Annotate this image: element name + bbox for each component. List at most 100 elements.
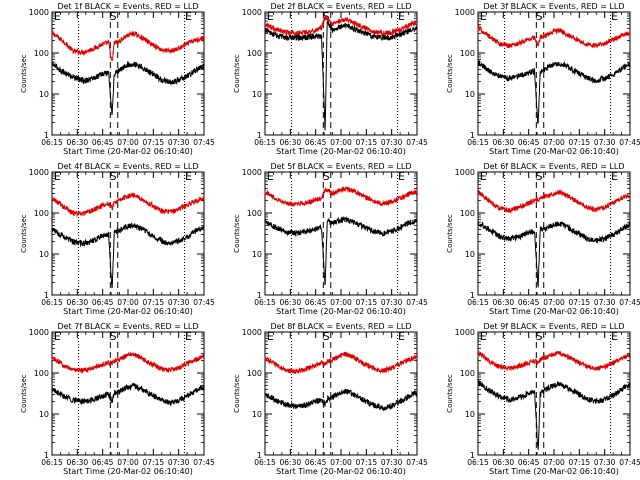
y-tick-label: 100 bbox=[247, 49, 262, 58]
x-tick-label: 07:30 bbox=[168, 298, 190, 307]
y-axis-label: Counts/sec bbox=[20, 54, 28, 93]
x-tick-label: 06:30 bbox=[67, 298, 89, 307]
y-tick-label: 10 bbox=[465, 250, 475, 259]
event-marker-label: E bbox=[267, 330, 274, 343]
x-axis-label: Start Time (20-Mar-02 06:10:40) bbox=[276, 307, 406, 316]
x-tick-label: 07:30 bbox=[381, 298, 403, 307]
event-marker-label: E bbox=[398, 170, 405, 183]
chart-panel-8: Det 8f BLACK = Events, RED = LLD 1 10 100 10… bbox=[233, 322, 428, 476]
y-tick-label: 10 bbox=[252, 250, 262, 259]
x-tick-label: 06:30 bbox=[493, 138, 515, 147]
y-tick-label: 10 bbox=[39, 250, 49, 259]
y-axis-label: Counts/sec bbox=[446, 54, 454, 93]
series-line-black bbox=[51, 222, 205, 289]
series-line-red bbox=[477, 24, 631, 49]
x-tick-label: 06:30 bbox=[67, 138, 89, 147]
x-axis-label: Start Time (20-Mar-02 06:10:40) bbox=[489, 307, 619, 316]
x-axis-label: Start Time (20-Mar-02 06:10:40) bbox=[489, 467, 619, 476]
x-tick-label: 06:45 bbox=[92, 138, 114, 147]
chart-title: Det 2f BLACK = Events, RED = LLD bbox=[270, 2, 411, 11]
series-line-red bbox=[477, 350, 631, 372]
series-line-red bbox=[51, 30, 205, 62]
x-tick-label: 06:15 bbox=[254, 138, 276, 147]
plot-frame bbox=[477, 171, 631, 296]
x-tick-label: 07:00 bbox=[117, 138, 139, 147]
x-tick-label: 06:30 bbox=[493, 298, 515, 307]
y-axis-label: Counts/sec bbox=[233, 214, 241, 253]
y-tick-label: 1000 bbox=[455, 8, 475, 17]
y-tick-label: 10 bbox=[39, 90, 49, 99]
x-tick-label: 07:00 bbox=[330, 138, 352, 147]
y-tick-label: 1000 bbox=[242, 168, 262, 177]
x-tick-label: 07:15 bbox=[143, 298, 165, 307]
y-tick-label: 1 bbox=[44, 131, 49, 140]
series-line-red bbox=[264, 15, 418, 38]
x-tick-label: 06:45 bbox=[305, 298, 327, 307]
y-axis-label: Counts/sec bbox=[233, 374, 241, 413]
event-marker-label: E bbox=[185, 170, 192, 183]
event-marker-label: E bbox=[611, 10, 618, 23]
x-tick-label: 07:45 bbox=[406, 138, 428, 147]
event-marker-label: S bbox=[110, 10, 117, 23]
x-tick-label: 06:15 bbox=[254, 458, 276, 467]
series-line-black bbox=[264, 20, 418, 131]
x-tick-label: 07:45 bbox=[193, 458, 215, 467]
chart-panel-9: Det 9f BLACK = Events, RED = LLD 1 10 100 10… bbox=[446, 322, 640, 476]
series-line-red bbox=[51, 351, 205, 375]
plot-frame bbox=[51, 331, 205, 456]
series-line-red bbox=[51, 192, 205, 218]
event-marker-label: S bbox=[536, 170, 543, 183]
plot-frame bbox=[51, 11, 205, 136]
x-tick-label: 06:45 bbox=[92, 298, 114, 307]
x-tick-label: 07:30 bbox=[594, 458, 616, 467]
y-tick-label: 100 bbox=[34, 49, 49, 58]
x-tick-label: 06:45 bbox=[518, 298, 540, 307]
x-tick-label: 07:15 bbox=[143, 458, 165, 467]
chart-title: Det 8f BLACK = Events, RED = LLD bbox=[270, 322, 411, 331]
chart-title: Det 6f BLACK = Events, RED = LLD bbox=[483, 162, 624, 171]
x-axis-label: Start Time (20-Mar-02 06:10:40) bbox=[63, 467, 193, 476]
y-tick-label: 1000 bbox=[29, 328, 49, 337]
y-tick-label: 100 bbox=[34, 369, 49, 378]
y-tick-label: 10 bbox=[465, 410, 475, 419]
y-tick-label: 1 bbox=[257, 131, 262, 140]
y-axis-label: Counts/sec bbox=[233, 54, 241, 93]
chart-title: Det 3f BLACK = Events, RED = LLD bbox=[483, 2, 624, 11]
chart-title: Det 1f BLACK = Events, RED = LLD bbox=[57, 2, 198, 11]
series-line-black bbox=[51, 382, 205, 407]
x-tick-label: 07:00 bbox=[330, 458, 352, 467]
x-tick-label: 07:00 bbox=[543, 298, 565, 307]
y-tick-label: 100 bbox=[460, 209, 475, 218]
event-marker-label: S bbox=[110, 330, 117, 343]
x-tick-label: 06:15 bbox=[41, 458, 63, 467]
x-tick-label: 06:30 bbox=[493, 458, 515, 467]
x-tick-label: 06:45 bbox=[305, 458, 327, 467]
series-line-black bbox=[51, 60, 205, 116]
x-tick-label: 07:30 bbox=[594, 138, 616, 147]
y-tick-label: 1000 bbox=[455, 328, 475, 337]
x-tick-label: 06:15 bbox=[254, 298, 276, 307]
x-tick-label: 07:15 bbox=[356, 458, 378, 467]
x-tick-label: 07:00 bbox=[117, 458, 139, 467]
y-tick-label: 1000 bbox=[29, 168, 49, 177]
x-tick-label: 07:00 bbox=[543, 458, 565, 467]
x-tick-label: 07:30 bbox=[168, 138, 190, 147]
x-tick-label: 07:15 bbox=[569, 138, 591, 147]
x-tick-label: 07:45 bbox=[193, 138, 215, 147]
y-tick-label: 1 bbox=[470, 451, 475, 460]
x-tick-label: 07:45 bbox=[619, 298, 640, 307]
y-axis-label: Counts/sec bbox=[20, 374, 28, 413]
x-tick-label: 06:15 bbox=[467, 458, 489, 467]
chart-panel-3: Det 3f BLACK = Events, RED = LLD 1 10 100 10… bbox=[446, 2, 640, 156]
plot-frame bbox=[477, 331, 631, 456]
x-tick-label: 07:30 bbox=[168, 458, 190, 467]
y-tick-label: 1 bbox=[257, 291, 262, 300]
series-line-black bbox=[477, 379, 631, 450]
y-tick-label: 100 bbox=[460, 369, 475, 378]
x-tick-label: 07:45 bbox=[619, 138, 640, 147]
y-tick-label: 100 bbox=[34, 209, 49, 218]
y-tick-label: 100 bbox=[247, 209, 262, 218]
chart-panel-7: Det 7f BLACK = Events, RED = LLD 1 10 100 10… bbox=[20, 322, 215, 476]
x-axis-label: Start Time (20-Mar-02 06:10:40) bbox=[63, 307, 193, 316]
series-line-black bbox=[477, 221, 631, 289]
